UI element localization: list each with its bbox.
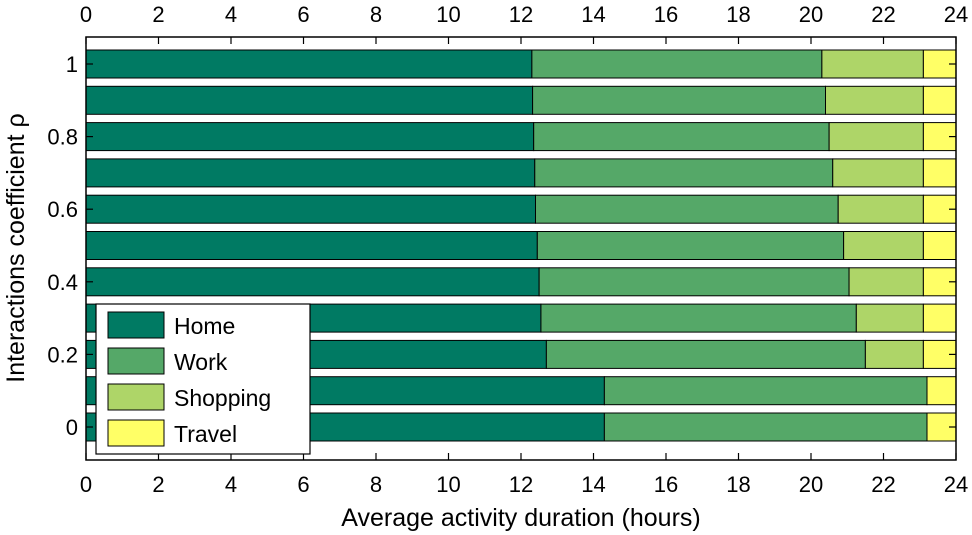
bar-travel-0.1	[926, 376, 957, 406]
x-tick-label-bottom: 10	[436, 472, 460, 497]
x-tick-label-bottom: 4	[225, 472, 237, 497]
legend: Home Work Shopping Travel	[95, 303, 311, 455]
legend-swatch-shopping	[107, 383, 165, 411]
bar-work-0.6	[535, 194, 839, 224]
legend-label-work: Work	[174, 349, 228, 375]
bar-work-0	[603, 412, 928, 442]
x-tick-label-top: 16	[654, 2, 678, 27]
x-tick-label-top: 10	[436, 2, 460, 27]
bar-shopping-0.2	[864, 339, 924, 369]
bar-travel-0.9	[922, 85, 957, 115]
legend-label-travel: Travel	[174, 421, 237, 447]
x-tick-label-top: 0	[80, 2, 92, 27]
bar-work-0.1	[603, 376, 928, 406]
y-tick-label: 0.2	[47, 342, 78, 367]
bar-home-0.9	[85, 85, 534, 115]
x-tick-label-top: 2	[152, 2, 164, 27]
x-tick-label-bottom: 12	[509, 472, 533, 497]
bar-work-0.2	[545, 339, 866, 369]
x-tick-label-bottom: 24	[944, 472, 968, 497]
x-tick-label-top: 8	[370, 2, 382, 27]
bar-travel-0.2	[922, 339, 957, 369]
y-tick-label: 1	[66, 52, 78, 77]
legend-swatch-work	[107, 347, 165, 375]
x-tick-label-bottom: 2	[152, 472, 164, 497]
x-tick-label-bottom: 16	[654, 472, 678, 497]
bar-shopping-0.4	[848, 267, 924, 297]
ticks-layer: 0022446688101012121414161618182020222224…	[47, 2, 968, 497]
legend-swatch-home	[107, 311, 165, 339]
x-tick-label-top: 14	[581, 2, 605, 27]
legend-swatch-travel	[107, 419, 165, 447]
bar-home-1	[85, 49, 533, 79]
y-tick-label: 0.6	[47, 197, 78, 222]
x-tick-label-bottom: 22	[871, 472, 895, 497]
bar-home-0.5	[85, 231, 538, 260]
bar-shopping-1	[821, 49, 924, 79]
bar-shopping-0.6	[837, 194, 924, 224]
x-tick-label-bottom: 18	[726, 472, 750, 497]
x-tick-label-top: 4	[225, 2, 237, 27]
bar-shopping-0.3	[855, 303, 924, 333]
bar-travel-0.5	[922, 231, 957, 260]
y-axis-title: Interactions coefficient ρ	[2, 113, 30, 382]
bar-home-0.8	[85, 122, 535, 152]
x-tick-label-bottom: 0	[80, 472, 92, 497]
bar-work-0.9	[532, 85, 826, 115]
x-axis-title: Average activity duration (hours)	[341, 504, 700, 532]
bar-shopping-0.5	[843, 231, 924, 260]
bar-work-0.8	[533, 122, 830, 152]
y-tick-label: 0.8	[47, 125, 78, 150]
x-tick-label-bottom: 8	[370, 472, 382, 497]
legend-label-shopping: Shopping	[174, 385, 271, 411]
y-tick-label: 0.4	[47, 270, 78, 295]
bar-travel-0.8	[922, 122, 957, 152]
bar-work-0.7	[534, 158, 834, 188]
bar-travel-0.3	[922, 303, 957, 333]
bar-work-0.5	[536, 231, 845, 260]
x-tick-label-top: 6	[297, 2, 309, 27]
bar-shopping-0.9	[825, 85, 924, 115]
bar-home-0.4	[85, 267, 540, 297]
x-tick-label-top: 12	[509, 2, 533, 27]
bar-work-1	[531, 49, 823, 79]
x-tick-label-top: 24	[944, 2, 968, 27]
bar-home-0.6	[85, 194, 536, 224]
y-tick-label: 0	[66, 415, 78, 440]
bar-home-0.7	[85, 158, 536, 188]
x-tick-label-bottom: 6	[297, 472, 309, 497]
x-tick-label-bottom: 14	[581, 472, 605, 497]
legend-label-home: Home	[174, 313, 235, 339]
bar-work-0.4	[538, 267, 850, 297]
bar-shopping-0.8	[828, 122, 924, 152]
bar-shopping-0.7	[832, 158, 924, 188]
x-tick-label-top: 18	[726, 2, 750, 27]
x-tick-label-bottom: 20	[799, 472, 823, 497]
x-tick-label-top: 20	[799, 2, 823, 27]
x-tick-label-top: 22	[871, 2, 895, 27]
bar-work-0.3	[540, 303, 857, 333]
bar-travel-0.7	[922, 158, 957, 188]
